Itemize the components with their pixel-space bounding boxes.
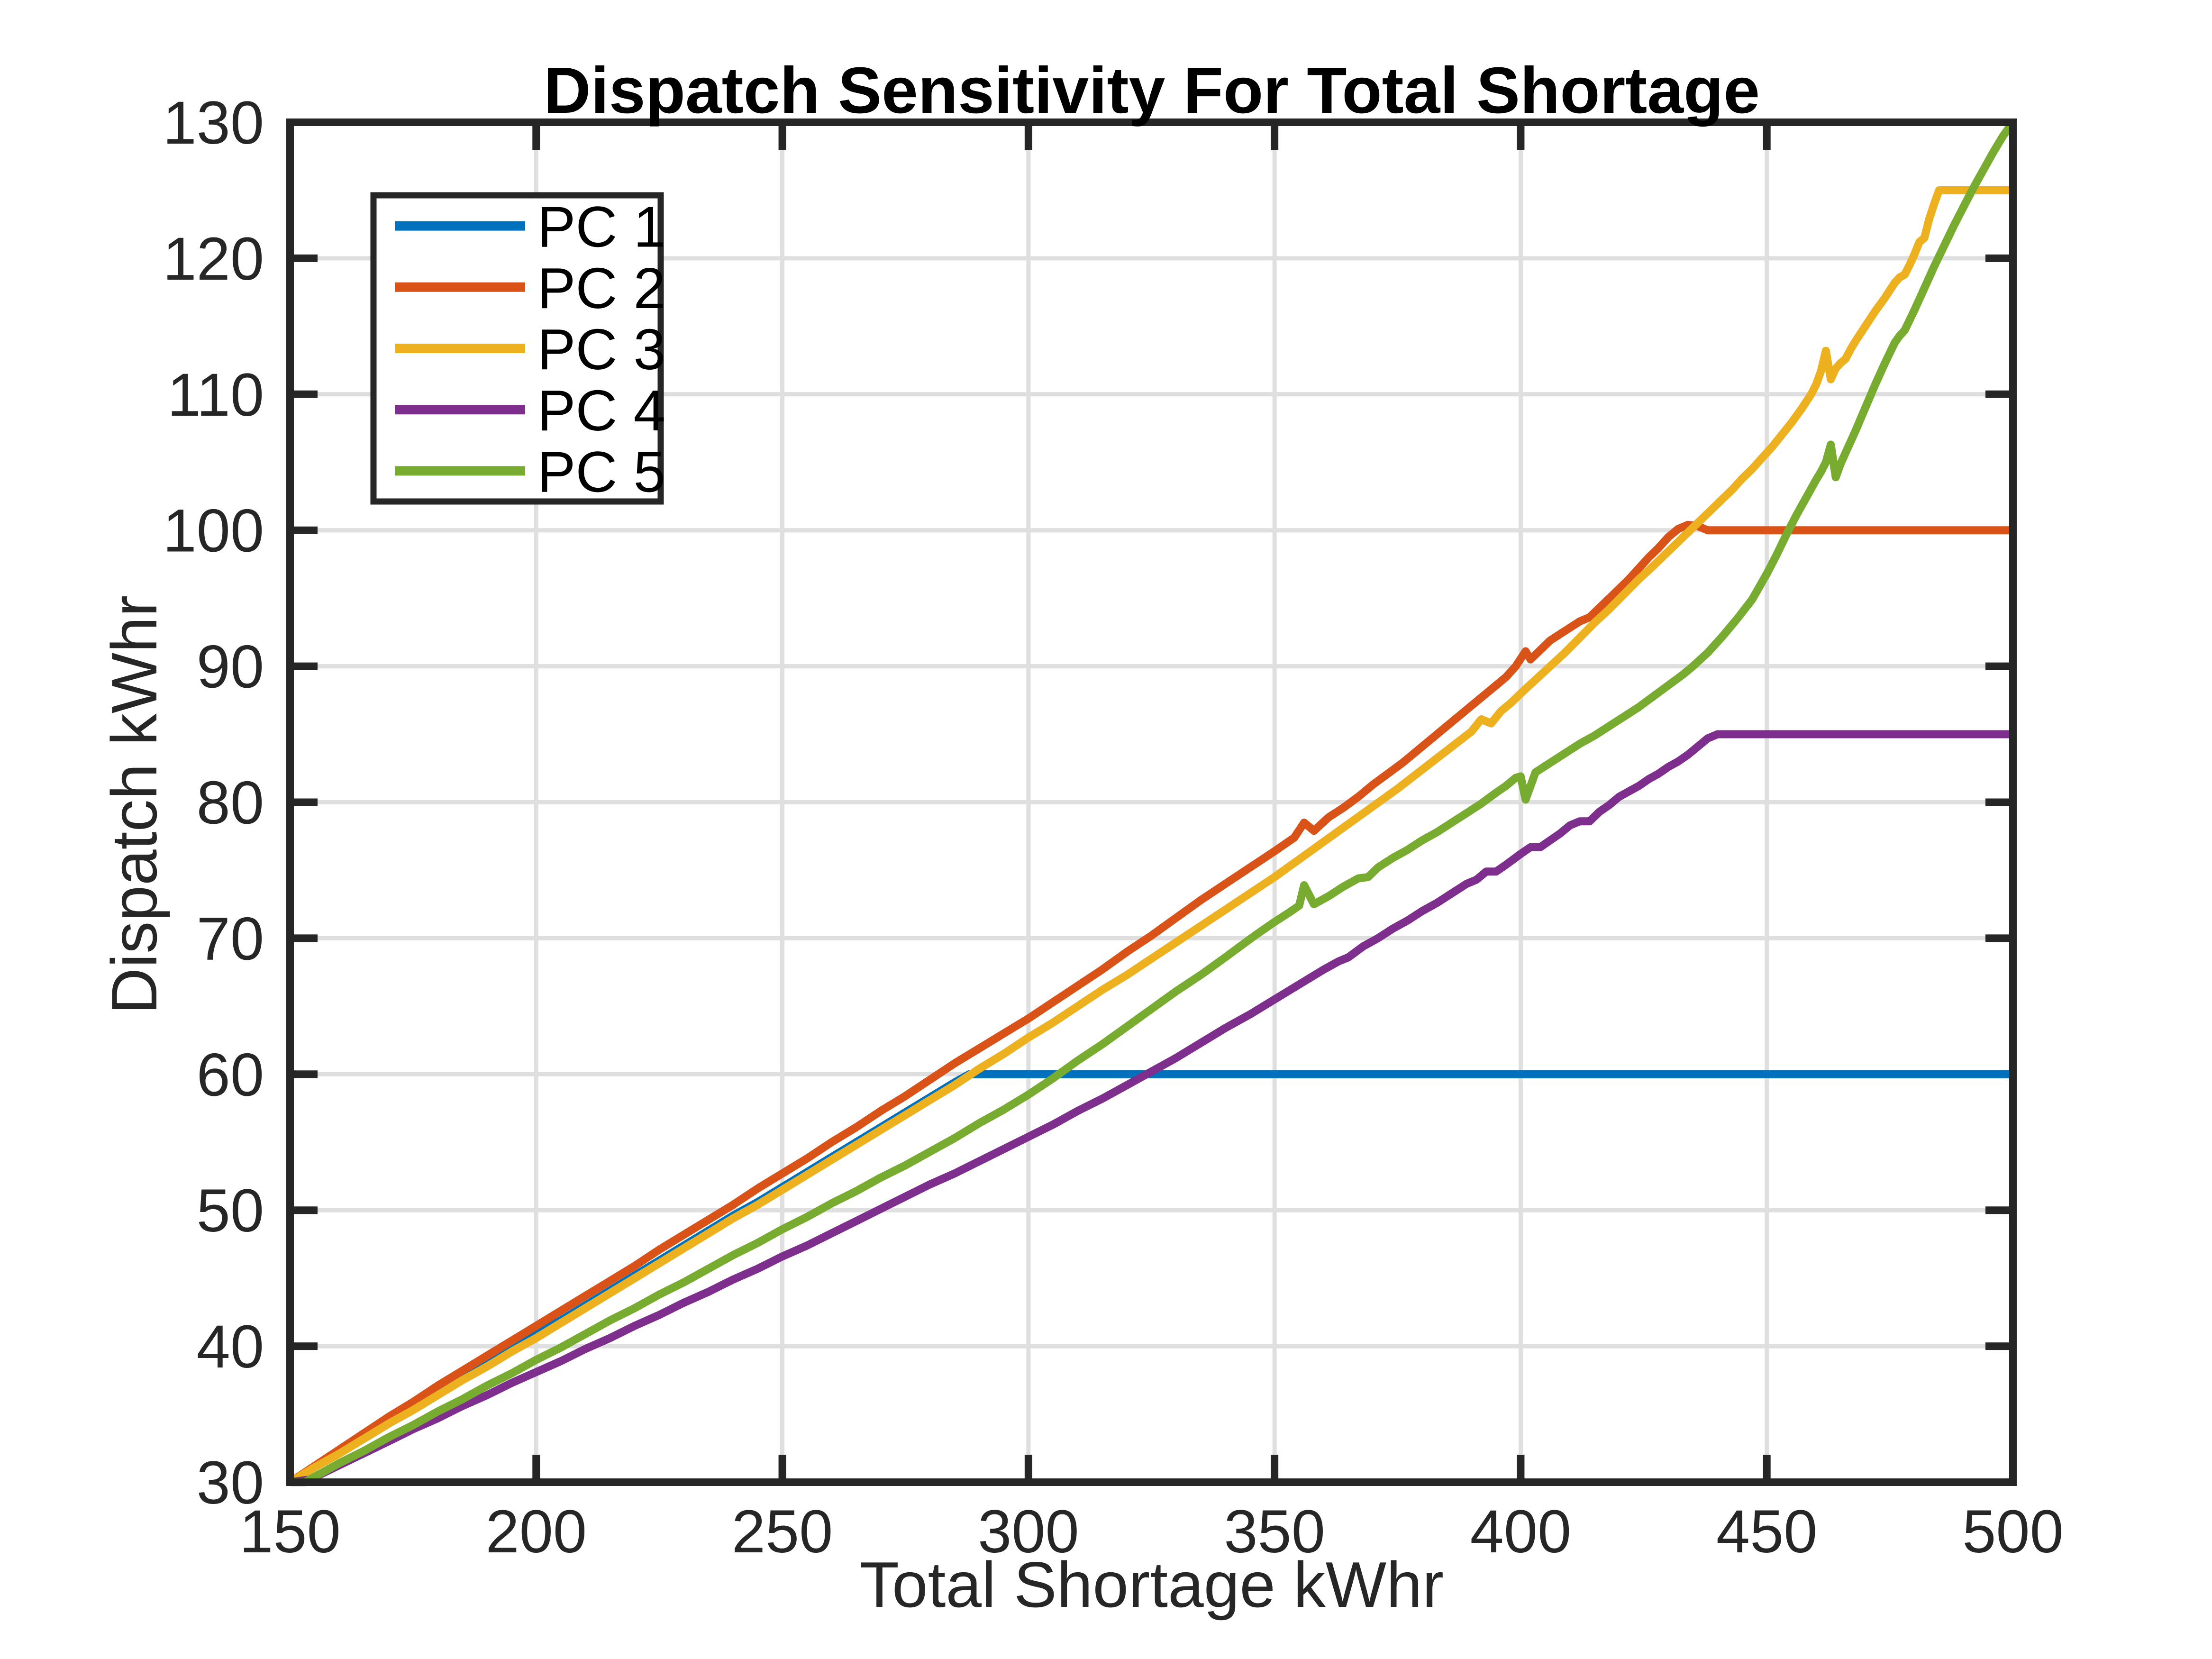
y-tick-label: 60 [197,1041,264,1109]
series-line-pc-4 [289,730,2013,1486]
y-tick-label: 110 [167,361,264,429]
y-tick-label: 50 [197,1177,264,1245]
series-line-pc-5 [290,120,2016,1486]
legend-item-pc-3: PC 3 [395,317,665,382]
x-tick-label: 200 [486,1498,587,1566]
y-tick-label: 70 [197,905,264,973]
legend-layer: PC 1PC 2PC 3PC 4PC 5 [370,192,665,505]
frame-layer [286,118,2017,1486]
series-line-pc-3 [288,186,2013,1486]
legend-item-pc-5: PC 5 [395,439,665,504]
x-tick-label: 300 [978,1498,1079,1566]
legend-label: PC 3 [537,317,665,382]
x-tick-label: 350 [1224,1498,1325,1566]
y-axis-label: Dispatch kWhr [98,595,170,1014]
legend-item-pc-4: PC 4 [395,378,665,443]
y-tick-label: 90 [197,633,264,701]
legend-item-pc-2: PC 2 [395,256,665,320]
x-tick-label: 400 [1470,1498,1572,1566]
y-tick-label: 100 [163,497,264,565]
tick-label-layer: 150 200 250 300 350 400 450 500 30 40 50 60 70 80 90 10… [163,89,2063,1566]
legend-label: PC 2 [537,256,665,320]
y-tick-label: 120 [163,225,264,293]
series-layer [288,120,2016,1486]
legend-item-pc-1: PC 1 [395,195,665,259]
series-line-pc-1 [288,1070,2013,1486]
y-tick-label: 130 [163,89,264,157]
x-tick-label: 250 [732,1498,833,1566]
x-tick-label: 150 [239,1498,341,1566]
x-tick-label: 450 [1716,1498,1818,1566]
axes-box [286,118,2017,1486]
legend-label: PC 1 [537,195,665,259]
y-tick-label: 30 [197,1449,264,1517]
x-axis-label: Total Shortage kWhr [860,1549,1444,1621]
chart-title: Dispatch Sensitivity For Total Shortage [544,54,1760,127]
y-tick-label: 80 [197,769,264,837]
x-tick-label: 500 [1962,1498,2064,1566]
series-line-pc-2 [288,520,2013,1486]
y-tick-label: 40 [197,1313,264,1381]
text-layer: Dispatch Sensitivity For Total Shortage … [98,54,1760,1621]
legend-label: PC 4 [537,378,665,443]
legend-label: PC 5 [537,439,665,504]
